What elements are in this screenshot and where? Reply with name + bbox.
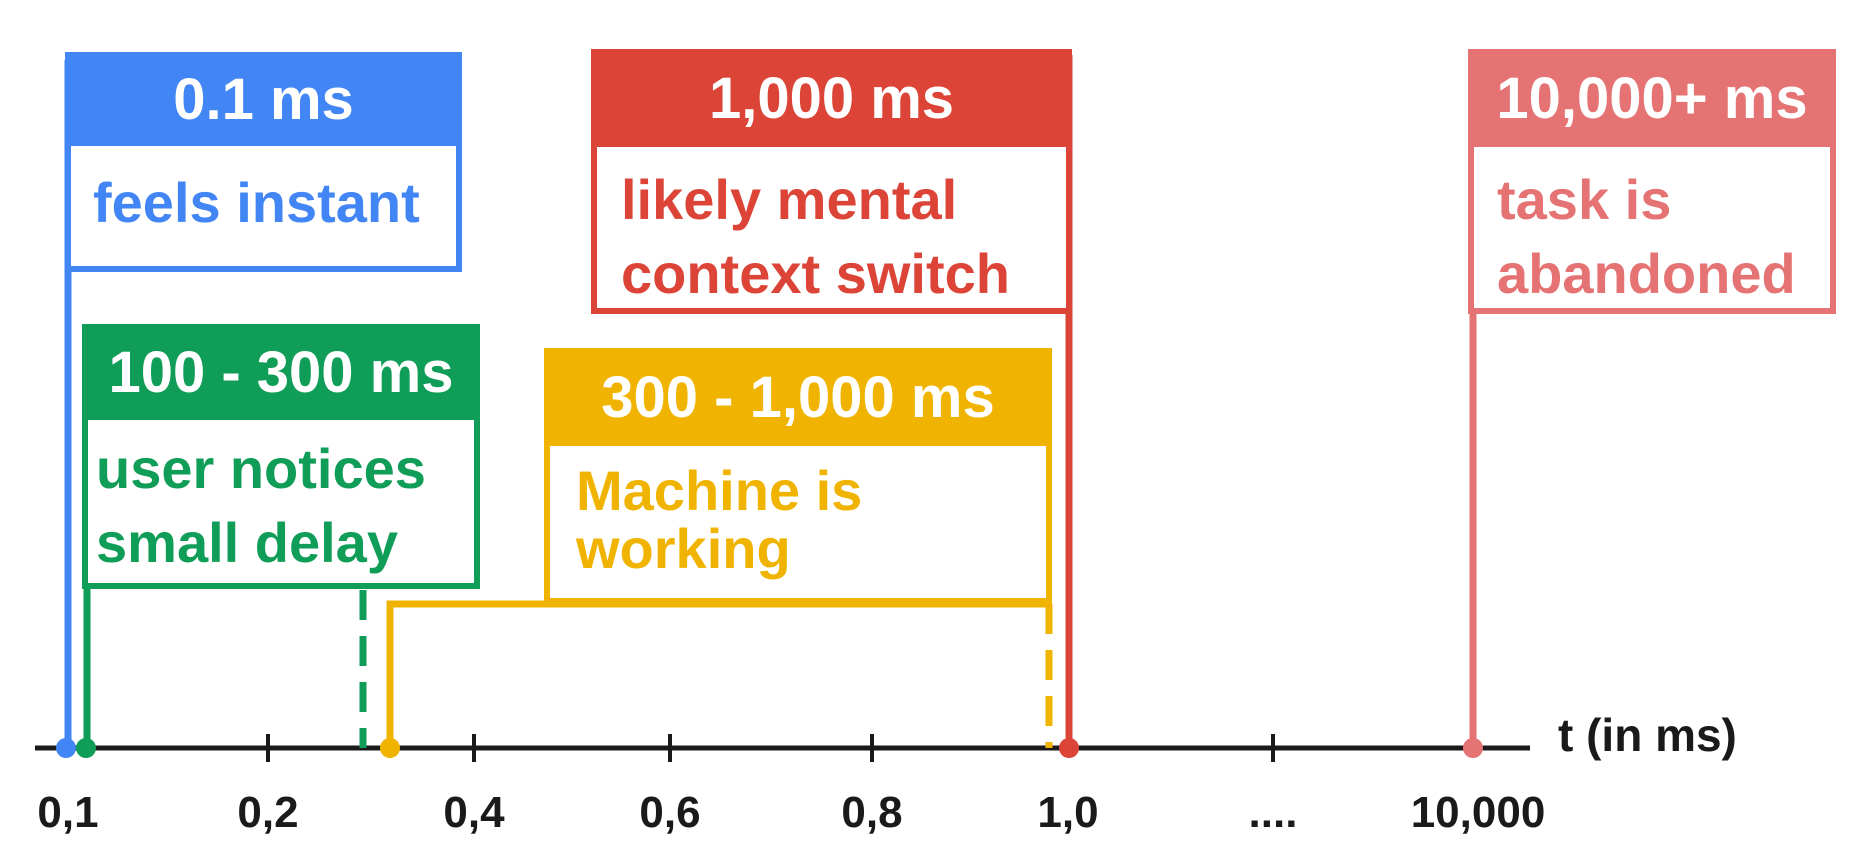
threshold-description: user notices small delay — [96, 437, 426, 574]
threshold-box-abandoned: 10,000+ ms task is abandoned — [1468, 49, 1836, 314]
threshold-heading: 10,000+ ms — [1468, 49, 1836, 147]
tick-label: 10,000 — [1410, 788, 1546, 837]
threshold-heading: 100 - 300 ms — [82, 324, 480, 420]
tick-label: 0,6 — [639, 788, 701, 837]
blue-dot — [56, 738, 76, 758]
threshold-description: Machine is working — [576, 459, 863, 580]
tick-label: 0,8 — [841, 788, 903, 837]
tick-label: 0,1 — [37, 788, 99, 837]
threshold-heading: 300 - 1,000 ms — [544, 348, 1052, 446]
threshold-box-working: 300 - 1,000 ms Machine is working — [544, 348, 1052, 604]
threshold-heading: 0.1 ms — [65, 52, 462, 146]
pink-dot — [1463, 738, 1483, 758]
yellow-bracket — [386, 600, 1049, 748]
yellow-dot — [380, 738, 400, 758]
threshold-box-context-switch: 1,000 ms likely mental context switch — [591, 49, 1072, 314]
threshold-heading: 1,000 ms — [591, 49, 1072, 147]
red-dot — [1059, 738, 1079, 758]
tick-label: .... — [1248, 788, 1298, 837]
tick-label: 0,4 — [443, 788, 505, 837]
green-dot — [76, 738, 96, 758]
axis-title: t (in ms) — [1558, 709, 1737, 761]
tick-label: 1,0 — [1037, 788, 1099, 837]
tick-label: 0,2 — [237, 788, 299, 837]
threshold-description: task is abandoned — [1497, 168, 1796, 305]
threshold-box-small-delay: 100 - 300 ms user notices small delay — [82, 324, 480, 589]
threshold-box-instant: 0.1 ms feels instant — [65, 52, 462, 272]
threshold-description: likely mental context switch — [621, 168, 1010, 305]
threshold-description: feels instant — [93, 171, 420, 234]
